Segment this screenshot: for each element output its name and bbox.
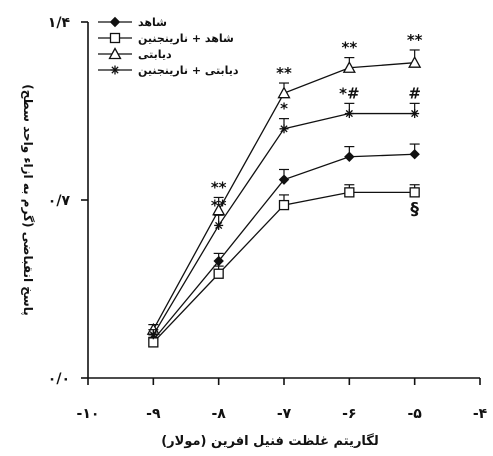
legend-item-3: دیابتی <box>98 47 172 61</box>
significance-mark: ** <box>407 31 423 49</box>
series-line <box>152 191 415 343</box>
data-point <box>344 109 354 119</box>
x-tick-label: -۷ <box>277 406 292 422</box>
significance-mark: ** <box>276 64 292 82</box>
data-point <box>410 109 420 119</box>
data-point <box>344 151 355 162</box>
significance-mark: ** <box>211 196 227 214</box>
legend-label: دیابتی + نارینجنین <box>138 64 239 77</box>
x-tick-label: -۱۰ <box>77 406 100 422</box>
x-tick-label: -۶ <box>342 406 356 422</box>
data-point <box>213 268 224 279</box>
significance-mark: * <box>280 100 288 118</box>
data-point <box>342 60 356 73</box>
series-1 <box>148 143 420 346</box>
x-tick-label: -۵ <box>407 406 422 422</box>
axes: -۱۰ -۹ -۸ -۷ -۶ -۵ -۴ ۰/۰ ۰/۷ ۱/۴ <box>48 15 488 422</box>
legend: شاهد شاهد + نارینجنین دیابتی دیابتی + نارین… <box>98 16 239 77</box>
significance-mark: § <box>410 199 419 219</box>
significance-mark: *# <box>339 84 359 102</box>
y-tick-label: ۰/۰ <box>48 371 70 387</box>
x-tick-label: -۸ <box>211 406 226 422</box>
significance-mark: ** <box>341 39 357 57</box>
y-tick-label: ۰/۷ <box>48 193 71 209</box>
data-point <box>409 149 420 160</box>
series-2 <box>148 184 420 348</box>
x-axis-label: لگاریتم غلظت فنیل افرین (مولار) <box>161 433 379 449</box>
data-point <box>409 187 420 198</box>
legend-marker <box>108 47 122 60</box>
x-tick-label: -۹ <box>146 406 161 422</box>
x-tick-label: -۴ <box>473 406 488 422</box>
legend-marker <box>109 16 121 28</box>
data-point <box>277 86 291 99</box>
legend-label: شاهد <box>138 16 167 29</box>
legend-marker <box>109 32 121 44</box>
legend-item-4: دیابتی + نارینجنین <box>98 64 239 77</box>
data-point <box>278 174 290 185</box>
legend-label: دیابتی <box>138 48 172 61</box>
legend-item-1: شاهد <box>98 16 167 29</box>
y-tick-label: ۱/۴ <box>48 15 71 31</box>
legend-marker <box>110 65 120 75</box>
data-point <box>214 220 224 230</box>
legend-label: شاهد + نارینجنین <box>138 32 234 45</box>
series-layer <box>146 49 422 348</box>
data-point <box>408 55 422 68</box>
series-4 <box>148 102 420 340</box>
y-axis-label: پاسخ انقباضی (گرم به ازاء واحد سطح) <box>20 84 35 315</box>
data-point <box>344 187 355 198</box>
legend-item-2: شاهد + نارینجنین <box>98 32 234 45</box>
data-point <box>279 124 289 134</box>
data-point <box>148 330 158 340</box>
significance-mark: # <box>408 84 421 102</box>
significance-mark: ** <box>211 178 227 196</box>
data-point <box>278 199 290 211</box>
annotation-layer: §****** ******# # <box>211 31 423 219</box>
